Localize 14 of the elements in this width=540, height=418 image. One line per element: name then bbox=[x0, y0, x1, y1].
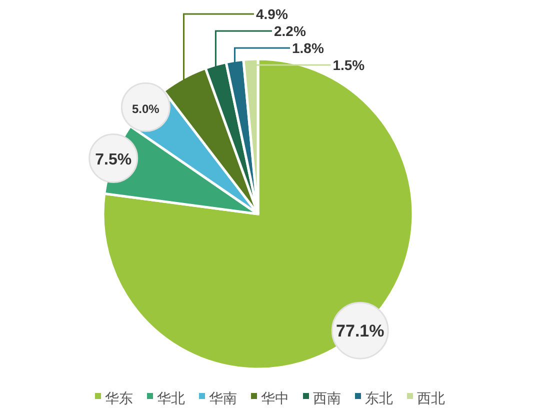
data-label: 77.1% bbox=[336, 322, 384, 341]
legend-label: 华南 bbox=[209, 391, 237, 407]
legend-label: 东北 bbox=[365, 391, 393, 407]
data-label: 4.9% bbox=[256, 6, 288, 22]
legend-label: 华北 bbox=[157, 391, 185, 407]
data-label: 2.2% bbox=[274, 23, 306, 39]
data-label: 7.5% bbox=[95, 151, 132, 168]
legend-label: 华东 bbox=[105, 391, 133, 407]
legend-label: 西北 bbox=[417, 391, 445, 407]
data-label: 5.0% bbox=[132, 102, 160, 116]
legend-label: 西南 bbox=[313, 391, 341, 407]
data-label: 1.8% bbox=[292, 40, 324, 56]
legend-label: 华中 bbox=[261, 391, 289, 407]
data-label: 1.5% bbox=[332, 57, 366, 73]
